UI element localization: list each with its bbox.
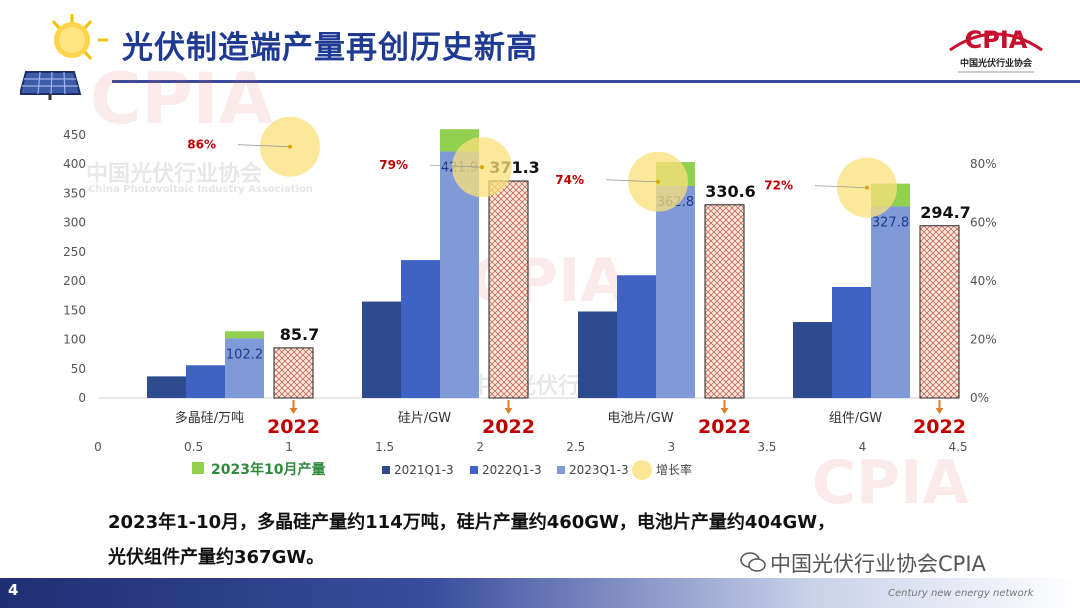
legend-oct-swatch [192, 462, 204, 474]
x-secondary-tick-label: 2.5 [566, 440, 585, 454]
x-secondary-tick-label: 1.5 [375, 440, 394, 454]
x-secondary-tick-label: 1 [285, 440, 293, 454]
legend-swatch [557, 466, 565, 474]
cpia-logo-subtitle: 中国光伏行业协会 [960, 57, 1033, 69]
y-left-tick-label: 0 [78, 391, 86, 405]
x-secondary-tick-label: 3.5 [757, 440, 776, 454]
summary-line-2: 光伏组件产量约367GW。 [108, 547, 325, 568]
category-label: 组件/GW [829, 411, 882, 426]
footer-bar [0, 578, 1080, 608]
growth-rate-label: 79% [379, 158, 408, 172]
bar-2022-full-year [919, 225, 960, 399]
y-right-tick-label: 60% [970, 216, 997, 230]
y-left-tick-label: 400 [63, 157, 86, 171]
cpia-logo-text: CPIA [965, 26, 1028, 54]
legend-oct-label: 2023年10月产量 [211, 461, 325, 478]
x-secondary-tick-label: 2 [476, 440, 484, 454]
legend-label: 增长率 [656, 462, 692, 477]
slide-header: 光伏制造端产量再创历史新高 CPIA 中国光伏行业协会 [0, 0, 1080, 100]
bar-2022-full-year [704, 204, 745, 399]
year-arrow-head [935, 408, 944, 414]
growth-rate-point [656, 179, 660, 184]
growth-rate-point [480, 165, 484, 170]
wechat-icon [740, 552, 766, 572]
bar-2022-full-year [273, 347, 314, 399]
growth-leader-line [605, 179, 657, 183]
growth-leader-line [429, 164, 481, 168]
y-left-tick-label: 50 [71, 362, 86, 376]
x-secondary-tick-label: 0.5 [184, 440, 203, 454]
solar-panel-sun-icon [20, 14, 108, 100]
x-secondary-tick-label: 3 [668, 440, 676, 454]
y-left-tick-label: 300 [63, 216, 86, 230]
y-left-tick-label: 250 [63, 245, 86, 259]
legend-label: 2023Q1-3 [569, 463, 629, 477]
growth-rate-label: 72% [764, 179, 793, 193]
growth-leader-line [237, 144, 289, 148]
footer-site: Century new energy network [888, 588, 1034, 599]
legend-growth-swatch [632, 460, 652, 480]
year-label-2022: 2022 [267, 416, 320, 438]
bar-2023 [656, 185, 695, 398]
category-label: 多晶硅/万吨 [175, 410, 244, 426]
legend-swatch [382, 466, 390, 474]
growth-leader-line [814, 185, 866, 188]
year-arrow-head [504, 408, 513, 414]
title-divider [112, 80, 1080, 83]
x-secondary-tick-label: 4.5 [948, 440, 967, 454]
bar-2023 [871, 206, 910, 398]
production-chart: 0 50 100 150 200 250 300 350 400 450 0% 20% 40% 60% 80… [63, 116, 997, 480]
bar-2023-oct [225, 331, 264, 339]
y-right-tick-label: 40% [970, 274, 997, 288]
legend-label: 2021Q1-3 [394, 463, 454, 477]
bar-2022-full-year-value: 330.6 [705, 182, 756, 201]
cpia-logo: CPIA 中国光伏行业协会 [949, 26, 1043, 73]
bar-2022-full-year-value: 85.7 [280, 325, 319, 344]
growth-rate-label: 86% [187, 138, 216, 152]
bar-2022 [832, 286, 871, 398]
bar-2021 [793, 322, 832, 398]
bar-2023-value-label: 327.8 [872, 215, 909, 230]
y-left-tick-label: 350 [63, 186, 86, 200]
page-number: 4 [8, 581, 19, 599]
y-left-tick-label: 450 [63, 128, 86, 142]
y-left-tick-label: 100 [63, 333, 86, 347]
growth-rate-point [288, 144, 292, 149]
bar-2022 [401, 260, 440, 398]
category-label: 硅片/GW [398, 411, 451, 426]
x-secondary-tick-label: 0 [94, 440, 102, 454]
category-label: 电池片/GW [607, 411, 673, 426]
legend-label: 2022Q1-3 [482, 463, 542, 477]
y-right-tick-label: 20% [970, 333, 997, 347]
bar-2022 [617, 275, 656, 398]
year-label-2022: 2022 [698, 416, 751, 438]
year-arrow-head [289, 408, 298, 414]
bar-2022-full-year [488, 180, 529, 399]
legend-swatch [470, 466, 478, 474]
bar-2021 [362, 301, 401, 398]
wechat-account: 中国光伏行业协会CPIA [770, 552, 986, 576]
bar-2021 [147, 376, 186, 398]
bar-2021 [578, 311, 617, 398]
bar-2022-full-year-value: 294.7 [920, 203, 971, 222]
y-left-tick-label: 200 [63, 274, 86, 288]
bar-2023-value-label: 102.2 [226, 347, 263, 362]
year-label-2022: 2022 [482, 416, 535, 438]
y-left-tick-label: 150 [63, 303, 86, 317]
growth-rate-point [865, 185, 869, 190]
x-secondary-tick-label: 4 [859, 440, 867, 454]
summary-text: 2023年1-10月，多晶硅产量约114万吨，硅片产量约460GW，电池片产量约… [108, 505, 835, 575]
y-right-tick-label: 80% [970, 157, 997, 171]
year-label-2022: 2022 [913, 416, 966, 438]
y-right-tick-label: 0% [970, 391, 989, 405]
bar-2023 [225, 338, 264, 398]
growth-rate-label: 74% [555, 173, 584, 187]
year-arrow-head [720, 408, 729, 414]
summary-line-1: 2023年1-10月，多晶硅产量约114万吨，硅片产量约460GW，电池片产量约… [108, 512, 836, 533]
page-title: 光伏制造端产量再创历史新高 [122, 30, 538, 66]
bar-2022 [186, 365, 225, 398]
